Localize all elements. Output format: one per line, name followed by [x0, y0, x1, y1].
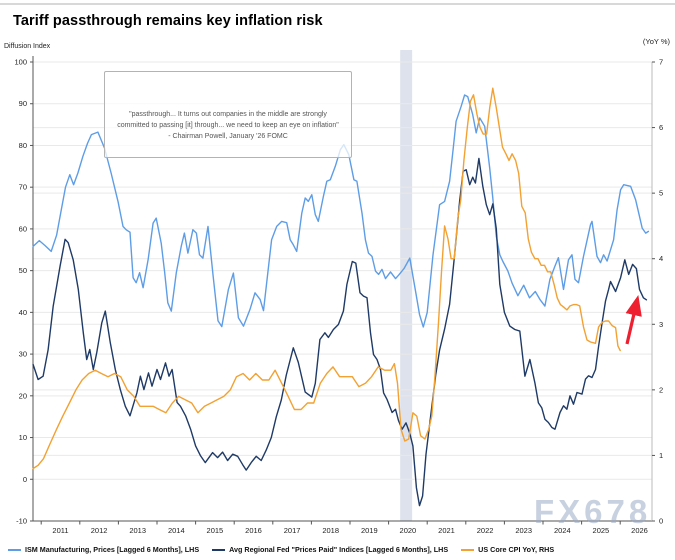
left-axis-title: Diffusion Index [4, 43, 51, 50]
svg-text:2023: 2023 [515, 526, 532, 535]
svg-text:2026: 2026 [631, 526, 648, 535]
svg-text:2021: 2021 [438, 526, 455, 535]
right-axis-title: (YoY %) [642, 37, 670, 46]
svg-text:2011: 2011 [52, 526, 68, 535]
svg-text:0: 0 [659, 517, 663, 526]
legend-label-ism: ISM Manufacturing, Prices [Lagged 6 Mont… [25, 545, 200, 554]
red-up-arrow-annotation [625, 295, 642, 345]
legend-swatch-ism [8, 548, 21, 551]
legend-item-cpi: US Core CPI YoY, RHS [461, 545, 554, 554]
svg-text:2015: 2015 [207, 526, 224, 535]
svg-text:2025: 2025 [593, 526, 610, 535]
svg-text:2024: 2024 [554, 526, 571, 535]
axes [30, 56, 655, 525]
svg-text:2: 2 [659, 385, 663, 394]
top-divider [0, 3, 675, 5]
legend-label-fed: Avg Regional Fed "Prices Paid" Indices [… [229, 545, 449, 554]
svg-text:2016: 2016 [245, 526, 262, 535]
svg-text:70: 70 [19, 183, 27, 192]
svg-text:2019: 2019 [361, 526, 378, 535]
svg-text:40: 40 [19, 308, 27, 317]
svg-text:100: 100 [14, 58, 27, 67]
svg-text:-10: -10 [16, 517, 27, 526]
chart-title: Tariff passthrough remains key inflation… [13, 13, 323, 29]
svg-text:80: 80 [19, 141, 27, 150]
recession-band [400, 50, 413, 521]
svg-text:60: 60 [19, 224, 27, 233]
svg-text:6: 6 [659, 123, 663, 132]
svg-text:30: 30 [19, 350, 27, 359]
svg-text:2012: 2012 [91, 526, 108, 535]
legend-swatch-fed [212, 548, 226, 551]
powell-quote-text: "passthrough... It turns out companies i… [117, 111, 339, 141]
svg-text:20: 20 [19, 391, 27, 400]
legend-item-ism: ISM Manufacturing, Prices [Lagged 6 Mont… [8, 545, 199, 554]
svg-text:4: 4 [659, 254, 663, 263]
svg-text:7: 7 [659, 58, 663, 67]
svg-text:3: 3 [659, 320, 663, 329]
svg-text:2020: 2020 [400, 526, 417, 535]
svg-text:2017: 2017 [284, 526, 301, 535]
svg-text:5: 5 [659, 189, 663, 198]
svg-text:2014: 2014 [168, 526, 185, 535]
svg-text:2022: 2022 [477, 526, 494, 535]
svg-text:10: 10 [19, 433, 27, 442]
legend-item-fed: Avg Regional Fed "Prices Paid" Indices [… [212, 545, 448, 554]
svg-text:0: 0 [23, 475, 27, 484]
svg-text:50: 50 [19, 266, 27, 275]
powell-quote-box: "passthrough... It turns out companies i… [104, 71, 352, 158]
svg-text:90: 90 [19, 99, 27, 108]
legend: ISM Manufacturing, Prices [Lagged 6 Mont… [8, 545, 672, 554]
svg-text:2018: 2018 [322, 526, 339, 535]
svg-text:2013: 2013 [129, 526, 146, 535]
legend-label-cpi: US Core CPI YoY, RHS [478, 545, 555, 554]
svg-text:1: 1 [659, 451, 663, 460]
legend-swatch-cpi [461, 548, 475, 551]
